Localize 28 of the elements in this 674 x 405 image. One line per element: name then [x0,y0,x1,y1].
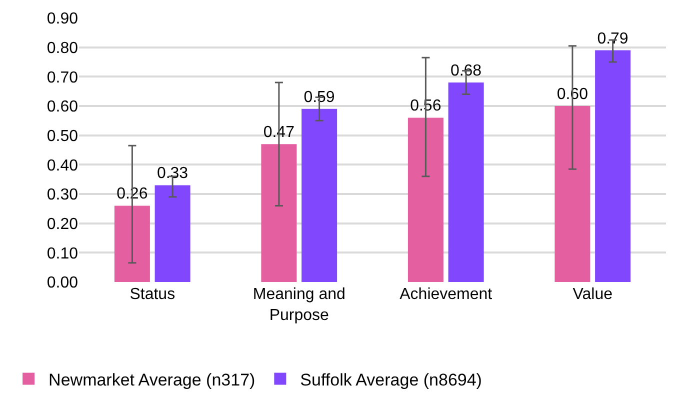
bar [408,118,444,282]
y-tick-label: 0.70 [46,69,78,86]
y-tick-label: 0.40 [46,157,78,174]
y-tick-label: 0.60 [46,98,78,116]
y-tick-label: 0.20 [46,216,78,233]
bar [595,50,631,282]
data-label: 0.68 [450,62,482,80]
data-label: 0.59 [304,88,335,106]
y-tick-label: 0.30 [46,186,78,204]
x-tick-label: Achievement [400,286,493,303]
legend-label: Newmarket Average (n317) [48,370,256,390]
bar [448,82,484,282]
data-label: 0.33 [156,165,188,182]
bar [114,206,150,282]
data-label: 0.79 [597,30,628,48]
legend-label: Suffolk Average (n8694) [300,370,482,390]
bar [154,185,190,282]
y-tick-label: 0.80 [46,40,78,57]
bar [554,106,590,282]
bar [261,144,297,282]
y-tick-label: 0.90 [46,10,78,28]
y-tick-label: 0.50 [46,128,78,145]
x-tick-label: Status [130,286,176,303]
x-tick-label: Value [572,286,613,303]
bar [302,108,338,282]
y-tick-label: 0.00 [46,274,78,292]
y-tick-label: 0.10 [46,245,78,262]
x-tick-label: Meaning and Purpose [252,286,346,324]
